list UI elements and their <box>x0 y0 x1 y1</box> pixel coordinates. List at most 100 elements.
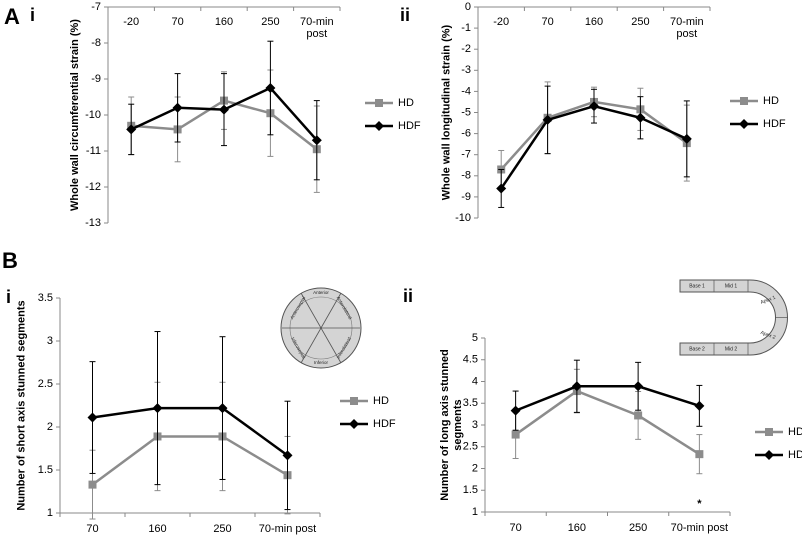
marker <box>311 135 322 146</box>
y-tick-label: -7 <box>461 149 471 161</box>
y-tick-label: 4 <box>472 375 478 387</box>
marker <box>542 114 553 125</box>
diagram-label: Base 1 <box>689 283 705 289</box>
x-tick-label: 250 <box>628 522 648 534</box>
legend-marker <box>764 450 774 460</box>
legend-marker <box>740 97 748 105</box>
diagram-label: Inferior <box>314 360 329 365</box>
x-tick-label: 70-min post <box>669 16 704 40</box>
x-tick-label: 70-min post <box>258 523 317 535</box>
y-tick-label: -13 <box>85 217 101 229</box>
marker <box>126 124 137 135</box>
y-tick-label: -6 <box>461 128 471 140</box>
legend-marker <box>349 419 359 429</box>
diagram-label: Apex 1 <box>760 295 777 306</box>
y-axis-label-box: Number of long axis stunned segments <box>439 349 464 501</box>
legend-marker <box>350 397 358 405</box>
y-tick-label: 2.5 <box>463 441 478 453</box>
legend-label: HDF <box>763 118 786 130</box>
marker <box>152 403 163 414</box>
y-tick-label: -1 <box>461 22 471 34</box>
panel-label: i <box>30 5 35 25</box>
y-tick-label: 3 <box>472 419 478 431</box>
x-tick-label-box: 70 <box>86 523 98 535</box>
diagram-label: Anterior <box>313 290 329 295</box>
y-tick-label: 1 <box>472 506 478 518</box>
legend-label: HD <box>398 97 414 109</box>
x-tick-label-box: 70-min post <box>671 522 728 534</box>
x-tick-label: 250 <box>213 523 232 535</box>
panel-label: i <box>6 287 11 307</box>
x-tick-label: 160 <box>567 522 587 534</box>
short-axis-diagram: Anterior Anterolateral Inferolateral Inf… <box>280 287 362 369</box>
y-tick-label: 2 <box>472 462 478 474</box>
y-axis-label: Whole wall circumferential strain (%) <box>68 19 81 211</box>
panel-label: ii <box>400 5 410 25</box>
y-axis-label-box: Number of short axis stunned segments <box>16 300 28 510</box>
marker <box>571 381 582 392</box>
y-tick-label: -3 <box>461 64 471 76</box>
x-tick-label-box: 160 <box>148 523 167 535</box>
diagram-label: Base 2 <box>689 346 705 352</box>
x-tick-label-box: 70-min post <box>258 523 317 535</box>
y-tick-label: -7 <box>91 1 101 13</box>
y-tick-label: -10 <box>455 212 471 224</box>
marker <box>217 403 228 414</box>
x-tick-label-box: 70-min post <box>669 16 704 40</box>
legend-label: HDF <box>788 449 802 461</box>
x-tick-label: 250 <box>631 16 650 28</box>
marker <box>510 405 521 416</box>
y-tick-label: 3 <box>47 335 53 347</box>
y-tick-label: -8 <box>461 170 471 182</box>
y-axis-label-box: Whole wall circumferential strain (%) <box>68 19 81 211</box>
x-tick-label-box: 250 <box>631 16 650 28</box>
marker <box>172 102 183 113</box>
marker <box>88 480 97 489</box>
legend-label: HD <box>788 426 802 438</box>
y-tick-label: 3.5 <box>38 292 53 304</box>
y-axis-label: Number of long axis stunned segments <box>439 349 464 501</box>
y-tick-label: 1.5 <box>38 464 53 476</box>
y-tick-label: 2 <box>47 421 53 433</box>
x-tick-label: 250 <box>261 16 280 28</box>
x-tick-label-box: -20 <box>493 16 509 28</box>
x-tick-label-box: 70 <box>541 16 553 28</box>
x-tick-label: -20 <box>123 16 140 28</box>
x-tick-label-box: 250 <box>213 523 232 535</box>
y-axis-label: Whole wall longitudinal strain (%) <box>440 24 453 201</box>
x-tick-label: 160 <box>148 523 167 535</box>
annotation: * <box>697 498 702 510</box>
diagram-label: Mid 2 <box>725 346 737 352</box>
y-tick-label: 2.5 <box>38 378 53 390</box>
y-tick-label: 1 <box>47 507 53 519</box>
marker <box>634 411 643 420</box>
x-tick-label-box: 250 <box>261 16 280 28</box>
x-tick-label-box: 70 <box>510 522 522 534</box>
marker <box>87 412 98 423</box>
x-tick-label-box: 70-min post <box>300 16 334 40</box>
y-tick-label: 1.5 <box>463 484 478 496</box>
x-tick-label-box: 250 <box>628 522 648 534</box>
marker <box>694 400 705 411</box>
legend-label: HD <box>373 395 389 407</box>
series-line <box>514 389 701 456</box>
y-tick-label: -9 <box>91 73 101 85</box>
legend-label: HD <box>763 95 779 107</box>
legend-label: HDF <box>398 120 421 132</box>
series-line <box>515 385 700 412</box>
legend-marker <box>739 119 749 129</box>
x-tick-label-box: 160 <box>214 16 234 28</box>
long-axis-diagram: Base 1 Mid 1 Apex 1 Apex 2 Mid 2 Base 2 <box>679 279 788 356</box>
marker <box>635 112 646 123</box>
y-tick-label: -4 <box>461 85 471 97</box>
x-tick-label: 160 <box>214 16 234 28</box>
y-tick-label: -2 <box>461 43 471 55</box>
y-tick-label: 0 <box>465 1 471 13</box>
legend-marker <box>375 99 383 107</box>
y-tick-label: 3.5 <box>463 397 478 409</box>
marker <box>589 101 599 112</box>
diagram-label: Mid 1 <box>725 283 737 289</box>
x-tick-label-box: 160 <box>585 16 603 28</box>
